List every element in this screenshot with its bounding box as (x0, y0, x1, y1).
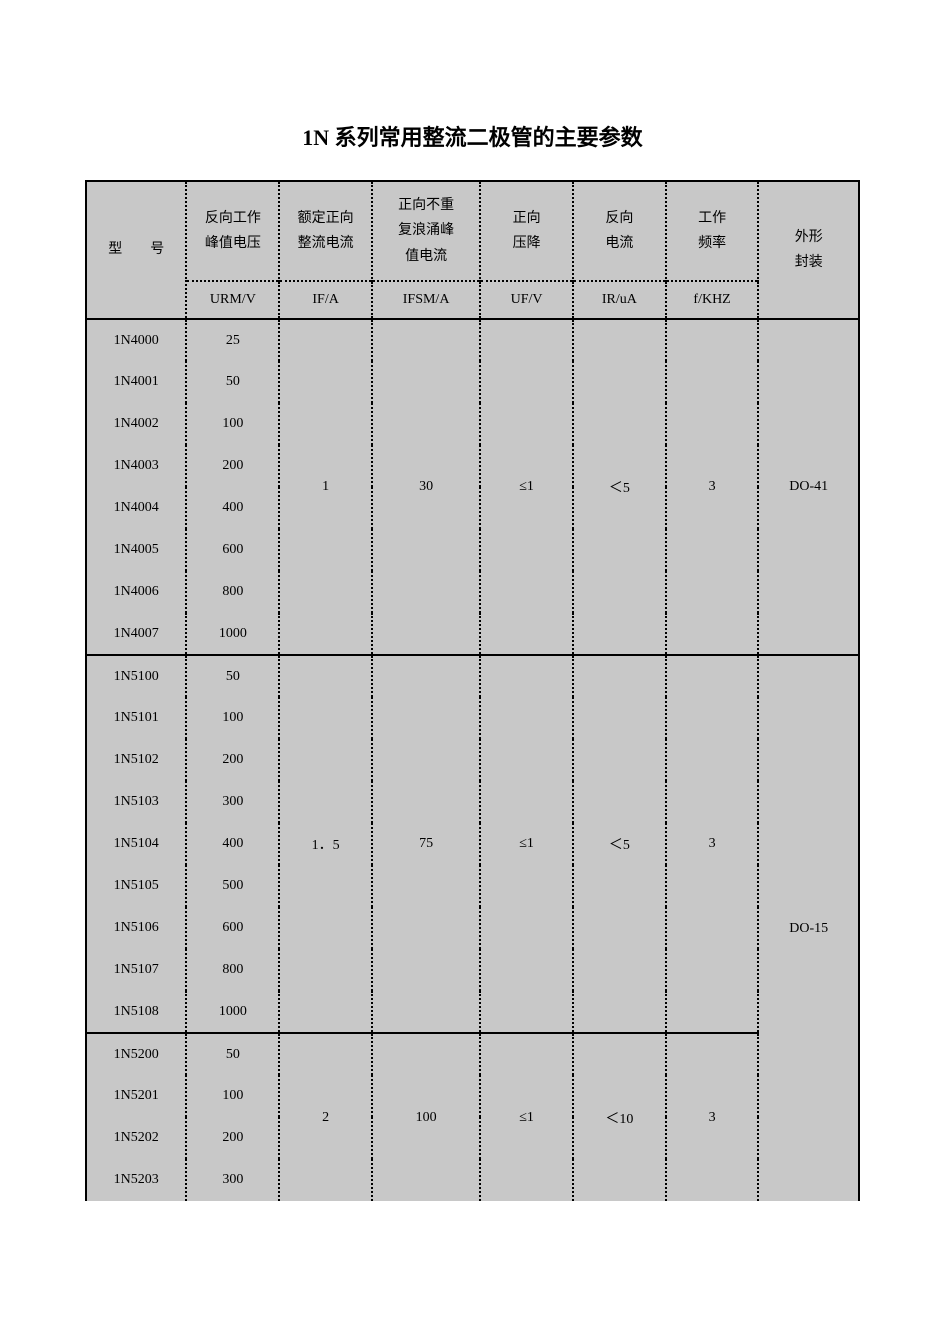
cell-urm: 200 (186, 1117, 279, 1159)
diode-parameters-table: 型 号 反向工作峰值电压 额定正向整流电流 正向不重复浪涌峰值电流 正向压降 反… (85, 180, 860, 1201)
cell-model: 1N4001 (86, 361, 186, 403)
cell-model: 1N5104 (86, 823, 186, 865)
cell-urm: 200 (186, 445, 279, 487)
cell-model: 1N4004 (86, 487, 186, 529)
header-urm: 反向工作峰值电压 (186, 181, 279, 281)
cell-urm: 1000 (186, 991, 279, 1033)
cell-urm: 300 (186, 781, 279, 823)
cell-model: 1N4005 (86, 529, 186, 571)
cell-urm: 600 (186, 907, 279, 949)
cell-package: DO-41 (758, 319, 859, 655)
cell-urm: 400 (186, 823, 279, 865)
cell-model: 1N4006 (86, 571, 186, 613)
cell-ir: ＜10 (573, 1033, 666, 1201)
header-ir: 反向电流 (573, 181, 666, 281)
cell-ifsm: 100 (372, 1033, 480, 1201)
unit-ir: IR/uA (573, 281, 666, 319)
header-model: 型 号 (86, 181, 186, 319)
cell-urm: 50 (186, 655, 279, 697)
cell-urm: 400 (186, 487, 279, 529)
cell-uf: ≤1 (480, 655, 573, 1033)
cell-urm: 50 (186, 1033, 279, 1075)
header-freq: 工作频率 (666, 181, 759, 281)
cell-model: 1N5108 (86, 991, 186, 1033)
unit-if: IF/A (279, 281, 372, 319)
cell-urm: 500 (186, 865, 279, 907)
cell-model: 1N5106 (86, 907, 186, 949)
header-if: 额定正向整流电流 (279, 181, 372, 281)
cell-model: 1N4002 (86, 403, 186, 445)
cell-urm: 200 (186, 739, 279, 781)
cell-urm: 800 (186, 949, 279, 991)
cell-urm: 25 (186, 319, 279, 361)
cell-urm: 300 (186, 1159, 279, 1201)
cell-freq: 3 (666, 1033, 759, 1201)
header-ifsm: 正向不重复浪涌峰值电流 (372, 181, 480, 281)
cell-model: 1N5101 (86, 697, 186, 739)
cell-model: 1N4007 (86, 613, 186, 655)
unit-uf: UF/V (480, 281, 573, 319)
cell-ir: ＜5 (573, 319, 666, 655)
cell-if: 2 (279, 1033, 372, 1201)
cell-model: 1N5202 (86, 1117, 186, 1159)
cell-model: 1N5100 (86, 655, 186, 697)
cell-uf: ≤1 (480, 1033, 573, 1201)
cell-if: 1．5 (279, 655, 372, 1033)
cell-model: 1N5201 (86, 1075, 186, 1117)
cell-freq: 3 (666, 319, 759, 655)
cell-model: 1N5107 (86, 949, 186, 991)
cell-uf: ≤1 (480, 319, 573, 655)
cell-ifsm: 30 (372, 319, 480, 655)
unit-freq: f/KHZ (666, 281, 759, 319)
cell-model: 1N5200 (86, 1033, 186, 1075)
cell-model: 1N4000 (86, 319, 186, 361)
cell-freq: 3 (666, 655, 759, 1033)
cell-model: 1N4003 (86, 445, 186, 487)
cell-urm: 100 (186, 697, 279, 739)
cell-urm: 600 (186, 529, 279, 571)
cell-urm: 1000 (186, 613, 279, 655)
page-title: 1N 系列常用整流二极管的主要参数 (85, 120, 860, 152)
cell-ir: ＜5 (573, 655, 666, 1033)
unit-urm: URM/V (186, 281, 279, 319)
cell-urm: 100 (186, 403, 279, 445)
cell-urm: 50 (186, 361, 279, 403)
cell-model: 1N5105 (86, 865, 186, 907)
unit-ifsm: IFSM/A (372, 281, 480, 319)
cell-model: 1N5203 (86, 1159, 186, 1201)
header-uf: 正向压降 (480, 181, 573, 281)
cell-if: 1 (279, 319, 372, 655)
cell-ifsm: 75 (372, 655, 480, 1033)
cell-urm: 800 (186, 571, 279, 613)
header-package: 外形封装 (758, 181, 859, 319)
cell-model: 1N5102 (86, 739, 186, 781)
cell-package: DO-15 (758, 655, 859, 1201)
cell-urm: 100 (186, 1075, 279, 1117)
cell-model: 1N5103 (86, 781, 186, 823)
